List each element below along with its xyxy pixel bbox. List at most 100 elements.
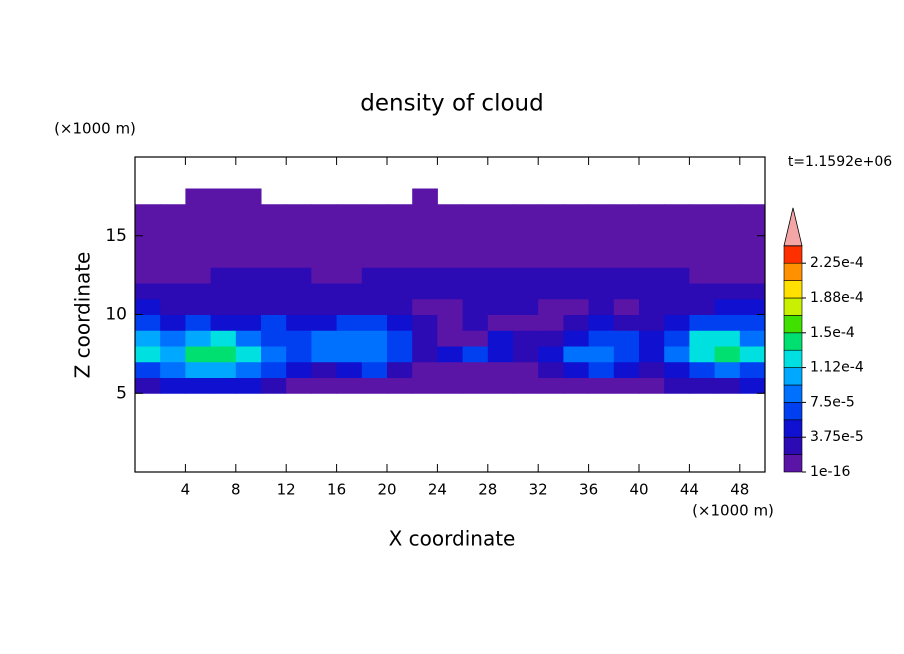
contour-cell <box>563 204 590 221</box>
contour-cell <box>437 220 464 237</box>
contour-cell <box>311 251 338 268</box>
contour-cell <box>185 267 212 284</box>
contour-cell <box>538 298 564 315</box>
contour-cell <box>286 330 312 347</box>
contour-cell <box>361 314 388 331</box>
contour-cell <box>387 330 413 347</box>
contour-cell <box>563 361 590 378</box>
colorbar-box <box>783 297 803 316</box>
contour-cell <box>135 377 161 394</box>
y-tick-label: 10 <box>105 305 127 325</box>
contour-cell <box>210 377 237 394</box>
contour-cell <box>538 361 564 378</box>
contour-cell <box>210 235 237 252</box>
contour-cell <box>135 283 161 300</box>
contour-cell <box>311 283 338 300</box>
contour-cell <box>714 330 741 347</box>
contour-cell <box>185 314 212 331</box>
contour-cell <box>613 235 640 252</box>
contour-cell <box>336 361 363 378</box>
x-axis-label: X coordinate <box>389 527 516 551</box>
contour-cell <box>387 377 413 394</box>
contour-cell <box>614 189 640 205</box>
contour-cell <box>336 220 363 237</box>
colorbar-box <box>783 315 803 334</box>
contour-cell <box>235 235 262 252</box>
contour-cell <box>513 267 539 284</box>
contour-cell <box>361 361 388 378</box>
contour-cell <box>235 298 262 315</box>
contour-cell <box>135 330 161 347</box>
contour-cell <box>336 330 363 347</box>
contour-cell <box>563 314 590 331</box>
contour-cell <box>387 251 413 268</box>
contour-cell <box>462 220 489 237</box>
contour-cell <box>715 189 741 205</box>
contour-cell <box>135 189 161 205</box>
contour-cell <box>588 314 615 331</box>
x-tick-label: 24 <box>428 481 447 499</box>
contour-cell <box>261 361 287 378</box>
contour-cell <box>664 346 690 363</box>
colorbar-box <box>783 332 803 351</box>
contour-cell <box>261 330 287 347</box>
contour-cell <box>487 235 514 252</box>
contour-cell <box>463 189 489 205</box>
contour-cell <box>689 330 716 347</box>
contour-cell <box>664 251 690 268</box>
y-tick-label: 5 <box>116 383 127 403</box>
contour-cell <box>714 377 741 394</box>
contour-cell <box>664 267 690 284</box>
contour-cell <box>664 377 690 394</box>
contour-cell <box>185 330 212 347</box>
contour-cell <box>613 330 640 347</box>
contour-cell <box>714 314 741 331</box>
contour-cell <box>689 189 715 205</box>
contour-cell <box>437 298 464 315</box>
contour-cell <box>261 298 287 315</box>
contour-cell <box>311 220 338 237</box>
contour-cell <box>639 361 665 378</box>
contour-cell <box>160 189 186 205</box>
contour-cell <box>487 267 514 284</box>
contour-cell <box>689 235 716 252</box>
contour-cell <box>513 189 539 205</box>
contour-cell <box>462 346 489 363</box>
contour-cell <box>639 377 665 394</box>
x-tick-label: 4 <box>181 481 191 499</box>
contour-cell <box>412 346 438 363</box>
contour-cell <box>664 283 690 300</box>
contour-cell <box>739 267 766 284</box>
contour-cell <box>513 235 539 252</box>
contour-cell <box>412 283 438 300</box>
contour-cell <box>336 314 363 331</box>
contour-cell <box>286 235 312 252</box>
contour-cell <box>160 235 186 252</box>
contour-cell <box>185 377 212 394</box>
contour-cell <box>336 346 363 363</box>
contour-cell <box>261 377 287 394</box>
contour-cell <box>689 298 716 315</box>
colorbar-box <box>783 454 803 473</box>
contour-cell <box>739 314 766 331</box>
contour-cell <box>613 346 640 363</box>
colorbar-box <box>783 384 803 403</box>
contour-cell <box>235 361 262 378</box>
contour-cell <box>361 220 388 237</box>
contour-cell <box>135 314 161 331</box>
contour-cell <box>311 189 337 205</box>
contour-cell <box>387 346 413 363</box>
contour-cell <box>387 189 413 205</box>
x-tick-label: 36 <box>579 481 598 499</box>
contour-cell <box>437 330 464 347</box>
contour-cell <box>487 346 514 363</box>
contour-cell <box>588 346 615 363</box>
contour-cell <box>210 204 237 221</box>
contour-cell <box>462 204 489 221</box>
contour-cell <box>286 361 312 378</box>
contour-cell <box>513 251 539 268</box>
y-unit: (×1000 m) <box>54 120 136 138</box>
contour-cell <box>387 267 413 284</box>
y-axis-label: Z coordinate <box>71 252 95 379</box>
contour-cell <box>538 251 564 268</box>
